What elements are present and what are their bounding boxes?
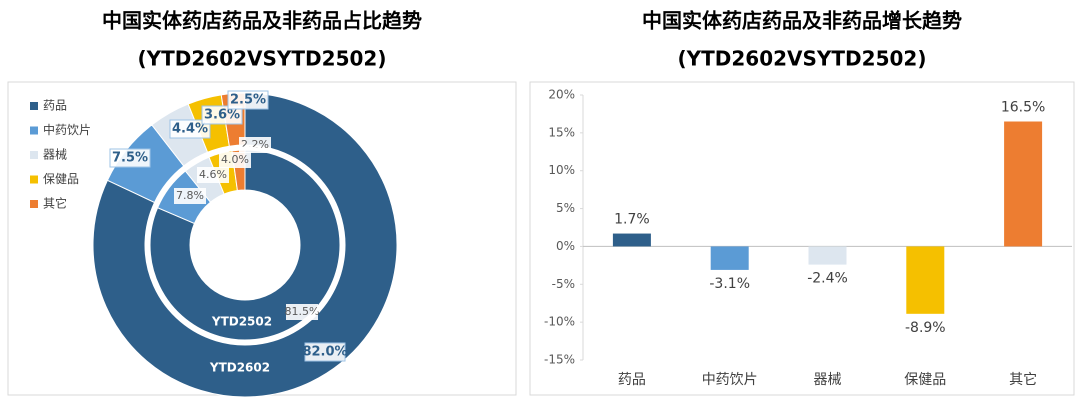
y-tick-label: -10% (544, 315, 575, 329)
bar (612, 233, 651, 247)
bar (906, 246, 945, 314)
value-label-box (169, 119, 211, 139)
value-label: 81.5% (285, 305, 320, 318)
x-tick-label: 药品 (618, 372, 646, 388)
value-label-box (304, 342, 346, 362)
y-tick-label: 10% (548, 163, 575, 177)
bar (1004, 121, 1043, 247)
value-label-box (174, 188, 206, 204)
x-tick-label: 器械 (814, 372, 842, 388)
legend-label: 保健品 (43, 172, 79, 186)
value-label: 3.6% (204, 108, 240, 123)
bar (710, 246, 749, 270)
value-label: 7.5% (112, 151, 148, 166)
legend-label: 中药饮片 (43, 122, 91, 137)
x-tick-label: 其它 (1009, 371, 1037, 388)
right-panel (529, 81, 1075, 396)
value-label: 1.7% (614, 212, 650, 228)
value-label: 4.4% (172, 122, 208, 137)
legend-swatch (30, 175, 38, 184)
legend-swatch (30, 151, 38, 159)
value-label-box (197, 167, 229, 183)
y-tick-label: -5% (552, 277, 575, 291)
value-label-box (201, 105, 243, 125)
legend-swatch (30, 200, 38, 208)
value-label: 82.0% (302, 345, 347, 360)
x-tick-label: 中药饮片 (702, 372, 758, 388)
value-label: -8.9% (905, 320, 946, 336)
value-label: 16.5% (1001, 100, 1045, 116)
y-tick-label: 20% (548, 88, 575, 102)
y-tick-label: 15% (548, 125, 575, 139)
chart-subtitle: (YTD2602VSYTD2502) (138, 47, 387, 71)
value-label: 4.6% (199, 168, 227, 181)
donut-segment (149, 149, 341, 341)
ring-label: YTD2602 (209, 361, 270, 375)
value-label: -2.4% (807, 271, 848, 287)
ring-separator (146, 146, 344, 344)
value-label: 4.0% (221, 153, 249, 166)
value-label: 7.8% (176, 189, 204, 202)
x-tick-label: 保健品 (904, 372, 946, 388)
ring-label: YTD2502 (211, 315, 272, 329)
legend-swatch (30, 126, 38, 135)
legend-label: 药品 (43, 99, 67, 113)
y-tick-label: 0% (556, 239, 575, 253)
legend-label: 其它 (43, 196, 67, 211)
value-label: -3.1% (709, 276, 750, 292)
chart-subtitle: (YTD2602VSYTD2502) (678, 47, 927, 71)
y-tick-label: 5% (556, 201, 575, 215)
chart-title: 中国实体药店药品及非药品增长趋势 (642, 9, 962, 33)
value-label-box (109, 148, 151, 168)
legend-label: 器械 (43, 147, 67, 162)
value-label-box (227, 90, 269, 110)
y-tick-label: -15% (544, 353, 575, 367)
value-label: 2.5% (230, 93, 266, 108)
donut-segment (92, 92, 398, 398)
bar (808, 246, 847, 265)
chart-title: 中国实体药店药品及非药品占比趋势 (102, 9, 422, 33)
value-label-box (219, 152, 251, 168)
value-label-box (286, 304, 318, 320)
legend-swatch (30, 102, 38, 110)
